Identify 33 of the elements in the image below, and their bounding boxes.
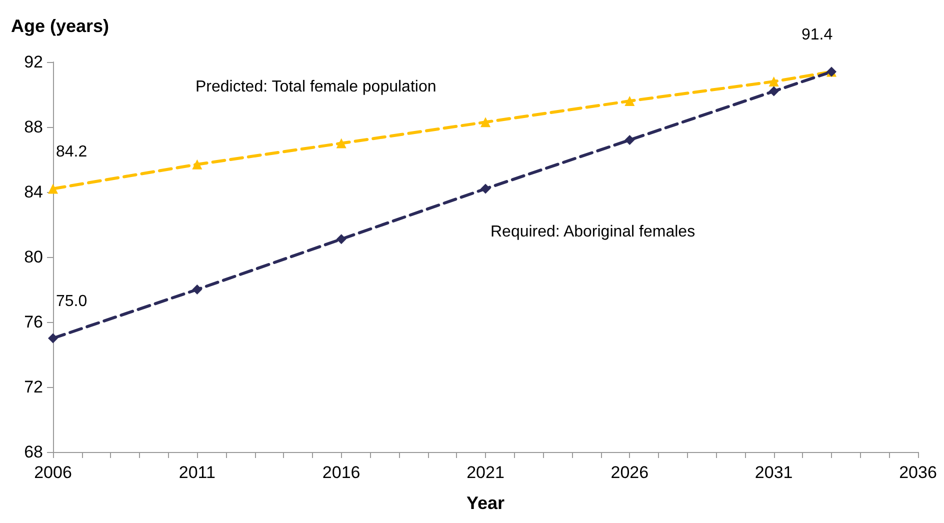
point — [336, 138, 346, 148]
x-tick-label: 2036 — [899, 463, 937, 482]
text: Predicted: Total female population — [196, 78, 436, 96]
x-axis-title: Year — [466, 493, 505, 513]
y-tick-label: 76 — [24, 312, 43, 332]
point — [192, 159, 202, 170]
x-tick-label: 2006 — [34, 463, 72, 482]
x-tick-label: 2011 — [178, 463, 216, 482]
y-tick-label: 92 — [24, 52, 43, 72]
y-tick-label: 80 — [24, 248, 43, 266]
y-tick-label: 84 — [24, 182, 43, 202]
point — [480, 117, 490, 128]
point — [624, 96, 635, 106]
point — [768, 86, 779, 96]
x-tick-label: 2026 — [610, 463, 649, 482]
data-label: 75.0 — [56, 292, 88, 310]
point — [192, 284, 202, 294]
point — [48, 184, 58, 194]
y-axis-title: Age (years) — [11, 16, 110, 36]
x-tick-label: 2031 — [754, 463, 793, 482]
point — [480, 184, 490, 194]
point — [624, 135, 635, 145]
y-tick-label: 88 — [24, 118, 43, 136]
y-tick-label: 72 — [24, 378, 43, 396]
x-tick-label: 2016 — [322, 463, 360, 482]
series-label: Required: Aboriginal females — [490, 223, 696, 240]
data-label: 84.2 — [56, 143, 88, 160]
data-label: 91.4 — [802, 26, 833, 44]
point — [48, 333, 58, 344]
x-tick-label: 2021 — [466, 463, 504, 482]
point — [768, 76, 779, 86]
point — [336, 234, 346, 244]
y-tick-label: 68 — [24, 442, 43, 462]
